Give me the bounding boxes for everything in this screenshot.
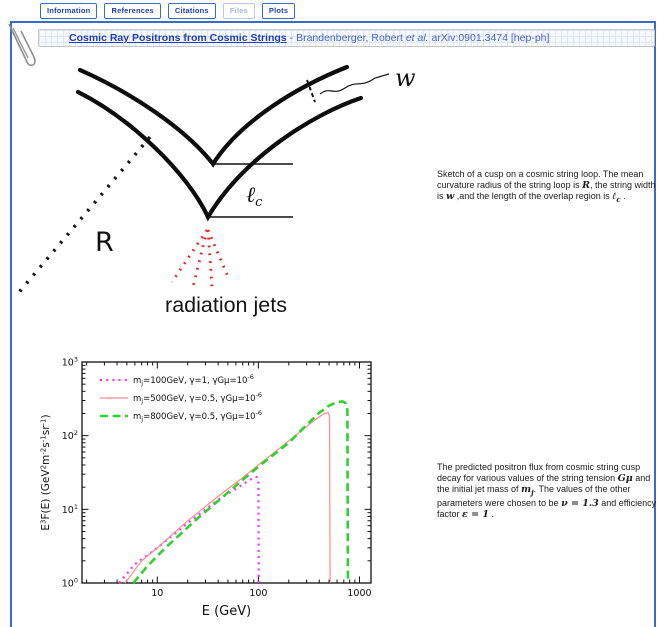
math-symbol: ℓc (612, 191, 621, 204)
paper-etal: et al. (405, 32, 429, 44)
x-tick-label: 100 (249, 588, 267, 599)
tab-information[interactable]: Information (40, 3, 98, 19)
math-symbol: mj (521, 484, 534, 497)
y-tick-label: 100 (62, 577, 78, 590)
y-tick-label: 101 (62, 503, 78, 516)
series-solid (124, 412, 331, 584)
curvature-radius-dashed-line (15, 135, 152, 299)
paper-arxiv-id: arXiv:0901.3474 [hep-ph] (428, 32, 550, 44)
tab-bar: Information References Citations Files Plots (40, 3, 296, 19)
legend-entry: mj=500GeV, γ=0.5, γGμ=10-6 (133, 391, 262, 405)
math-symbol: ε = 1 (462, 508, 489, 520)
tab-references[interactable]: References (104, 3, 161, 19)
math-symbol: ν = 1.3 (561, 497, 599, 509)
tab-files: Files (222, 3, 255, 19)
string-width-tick (306, 79, 316, 103)
plot-legend: mj=100GeV, γ=1, γGμ=10-6 mj=500GeV, γ=0.5… (100, 373, 262, 423)
y-tick-label: 103 (62, 356, 78, 369)
overlap-length-lines (208, 163, 293, 218)
series-dotted (118, 475, 260, 584)
figure1-caption: Sketch of a cusp on a cosmic string loop… (437, 169, 656, 204)
overlap-length-label: ℓc (246, 183, 263, 210)
series-dashed (132, 400, 350, 584)
radiation-jets-label: radiation jets (165, 293, 287, 317)
radius-label: R (95, 227, 114, 258)
record-header: Cosmic Ray Positrons from Cosmic Strings… (38, 29, 655, 47)
positron-flux-figure: 10 100 1000 100 101 102 103 E (GeV) E3F(E) (GeV2… (38, 352, 413, 627)
width-pointer-squiggle (319, 73, 390, 95)
x-tick-label: 1000 (347, 588, 371, 599)
content-frame (10, 21, 656, 627)
figure2-caption: The predicted positron flux from cosmic … (437, 462, 657, 520)
x-axis-label: E (GeV) (202, 604, 251, 619)
legend-entry: mj=100GeV, γ=1, γGμ=10-6 (133, 373, 254, 387)
paper-meta: - Brandenberger, Robert et al. arXiv:090… (289, 32, 550, 44)
x-tick-label: 10 (151, 588, 163, 599)
paper-authors: Brandenberger, Robert (296, 32, 406, 44)
radiation-jet-rays (170, 229, 231, 288)
tab-citations[interactable]: Citations (167, 3, 216, 19)
tab-plots[interactable]: Plots (261, 3, 296, 19)
positron-flux-plot: 10 100 1000 100 101 102 103 E (GeV) E3F(E) (GeV2… (40, 356, 372, 619)
math-symbol: R (582, 180, 590, 191)
plot-frame (81, 361, 372, 584)
paperclip-icon (8, 23, 36, 67)
y-axis-label: E3F(E) (GeV2m-2s-1sr-1) (40, 414, 53, 530)
paper-title-link[interactable]: Cosmic Ray Positrons from Cosmic Strings (69, 32, 287, 44)
y-tick-label: 102 (62, 429, 78, 442)
axis-ticks (82, 361, 371, 584)
width-label: w (395, 64, 416, 92)
math-symbol: w (446, 191, 455, 202)
math-symbol: Gμ (617, 473, 633, 484)
legend-entry: mj=800GeV, γ=0.5, γGμ=10-6 (133, 409, 262, 423)
cusp-sketch-figure: R w ℓc radiation jets (15, 64, 416, 317)
